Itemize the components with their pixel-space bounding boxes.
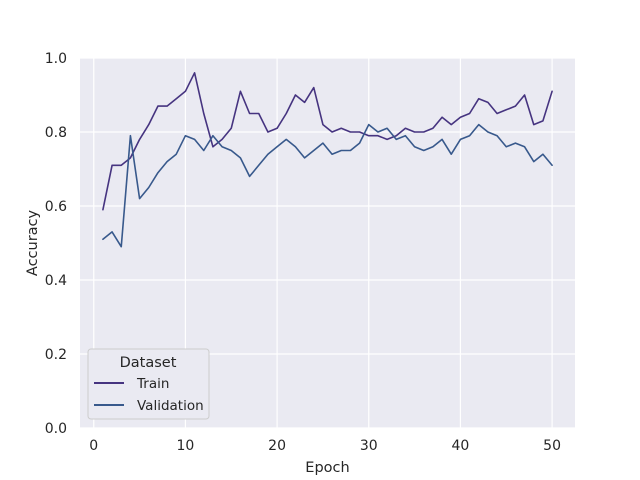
legend-label-validation: Validation bbox=[137, 398, 204, 414]
legend-label-train: Train bbox=[136, 376, 169, 392]
legend-title: Dataset bbox=[120, 355, 177, 371]
y-axis-title: Accuracy bbox=[25, 209, 41, 276]
series-layer bbox=[102, 72, 553, 248]
x-tick-label: 40 bbox=[452, 438, 470, 454]
y-tick-label: 0.2 bbox=[45, 347, 67, 363]
y-tick-label: 0.6 bbox=[45, 199, 67, 215]
y-tick-label: 0.8 bbox=[45, 125, 67, 141]
x-tick-label: 10 bbox=[177, 438, 195, 454]
x-tick-label: 50 bbox=[543, 438, 561, 454]
x-axis-title: Epoch bbox=[305, 460, 349, 476]
legend: Dataset Train Validation bbox=[87, 348, 210, 420]
x-tick-label: 0 bbox=[89, 438, 98, 454]
series-line-train bbox=[102, 72, 553, 211]
x-tick-label: 20 bbox=[268, 438, 286, 454]
y-tick-label: 0.4 bbox=[45, 273, 67, 289]
series-line-validation bbox=[102, 123, 553, 248]
x-tick-label: 30 bbox=[360, 438, 378, 454]
y-tick-label: 0.0 bbox=[45, 421, 67, 437]
y-tick-label: 1.0 bbox=[45, 51, 67, 67]
legend-box bbox=[87, 348, 210, 420]
tick-labels: 0 10 20 30 40 50 0.0 0.2 0.4 0.6 0.8 1.0 bbox=[45, 51, 561, 454]
